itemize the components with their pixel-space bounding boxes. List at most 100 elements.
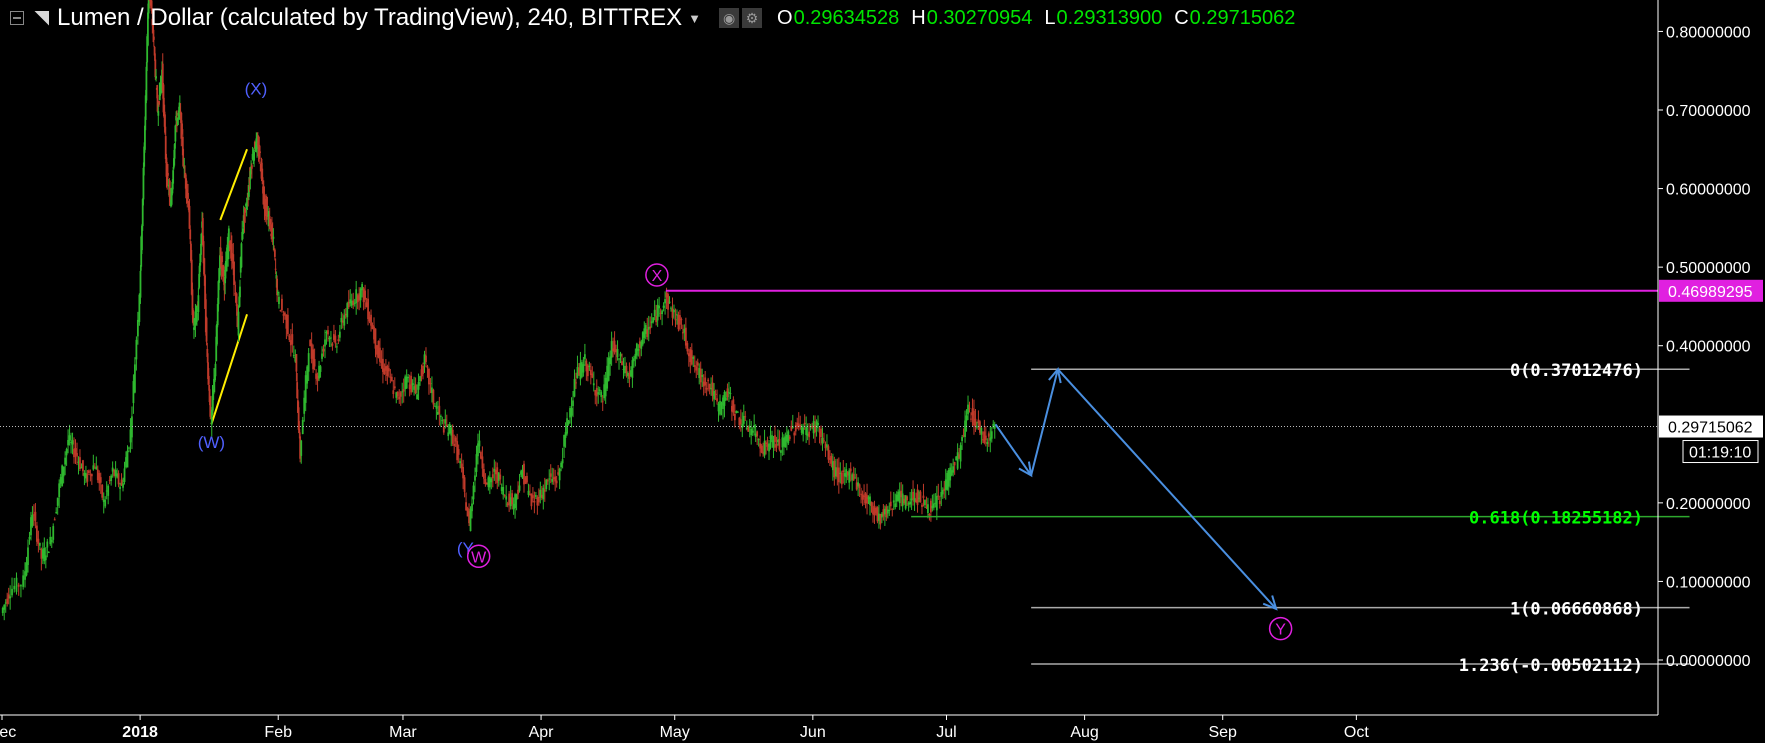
candle-body bbox=[549, 473, 552, 477]
candle-body bbox=[98, 473, 101, 484]
candle-body bbox=[604, 377, 607, 397]
candle-body bbox=[545, 479, 548, 490]
candle-body bbox=[961, 437, 963, 441]
candle-body bbox=[87, 470, 90, 473]
candle-body bbox=[915, 499, 917, 502]
candle-body bbox=[227, 228, 230, 249]
candle-body bbox=[690, 350, 693, 365]
candle-body bbox=[970, 418, 972, 420]
candle-body bbox=[199, 253, 202, 263]
time-axis[interactable]: Dec 2018 Feb Mar Apr May Jun Jul Aug Sep Oct bbox=[0, 714, 1658, 741]
candle-body bbox=[80, 467, 83, 469]
candle-body bbox=[754, 433, 757, 437]
candle-body bbox=[928, 514, 931, 516]
wave-label: (X) bbox=[245, 79, 268, 98]
candle-body bbox=[162, 84, 165, 113]
candle-body bbox=[147, 0, 150, 14]
candle-body bbox=[79, 457, 81, 470]
candle-body bbox=[595, 387, 598, 397]
eye-icon[interactable]: ◉ bbox=[719, 8, 740, 28]
candle-body bbox=[396, 391, 399, 397]
candle-body bbox=[714, 393, 717, 395]
settings-icon[interactable]: ⚙ bbox=[742, 8, 763, 28]
candle-body bbox=[450, 427, 453, 436]
candle-body bbox=[619, 353, 622, 357]
candle-body bbox=[139, 270, 142, 298]
candle-body bbox=[925, 506, 928, 508]
candle-body bbox=[756, 431, 759, 437]
candle-body bbox=[848, 470, 851, 483]
candle-body bbox=[122, 483, 124, 488]
dropdown-caret-icon[interactable]: ▼ bbox=[688, 10, 702, 26]
collapse-icon[interactable] bbox=[10, 11, 24, 25]
price-axis[interactable]: 0.80000000 0.70000000 0.60000000 0.50000000… bbox=[1657, 0, 1763, 715]
candle-body bbox=[747, 427, 750, 432]
candle-body bbox=[631, 360, 634, 378]
candle-body bbox=[601, 401, 604, 403]
candle-body bbox=[839, 472, 842, 474]
candle-body bbox=[395, 392, 398, 398]
symbol-title[interactable]: Lumen / Dollar (calculated by TradingVie… bbox=[57, 4, 683, 31]
candle-body bbox=[790, 425, 793, 431]
candle-body bbox=[569, 408, 571, 418]
candle-body bbox=[35, 525, 38, 542]
candle-body bbox=[244, 208, 247, 213]
candle-body bbox=[105, 490, 108, 492]
candle-body bbox=[306, 366, 309, 384]
candle-body bbox=[382, 358, 384, 372]
candle-body bbox=[542, 487, 545, 500]
candle-body bbox=[353, 302, 356, 304]
candle-body bbox=[236, 304, 238, 316]
candle-body bbox=[781, 437, 784, 448]
candle-body bbox=[782, 437, 785, 447]
candle-body bbox=[433, 405, 436, 407]
candle-body bbox=[477, 443, 479, 457]
candle-body bbox=[793, 432, 796, 436]
candle-body bbox=[858, 484, 861, 488]
candle-body bbox=[195, 307, 198, 316]
candle-body bbox=[117, 473, 120, 485]
candle-body bbox=[575, 382, 577, 384]
candle-body bbox=[276, 278, 279, 296]
candle-body bbox=[780, 450, 782, 453]
candle-body bbox=[471, 503, 473, 512]
candle-body bbox=[454, 437, 457, 442]
candle-body bbox=[384, 366, 387, 371]
candle-body bbox=[196, 312, 198, 322]
candle-body bbox=[533, 501, 536, 503]
candle-body bbox=[766, 444, 769, 447]
candle-body bbox=[102, 499, 105, 503]
candle-body bbox=[771, 435, 773, 443]
candle-body bbox=[203, 258, 206, 277]
candle-body bbox=[671, 308, 674, 318]
candle-body bbox=[368, 317, 371, 322]
candle-body bbox=[416, 394, 418, 400]
candle-body bbox=[411, 383, 414, 386]
candle-body bbox=[263, 195, 266, 210]
candle-body bbox=[986, 441, 989, 444]
candle-body bbox=[7, 594, 10, 599]
wave-label-circle bbox=[1268, 616, 1293, 641]
candle-body bbox=[878, 513, 880, 521]
candle-body bbox=[413, 386, 415, 390]
candle-body bbox=[680, 319, 683, 321]
candle-body bbox=[814, 425, 816, 433]
candle-body bbox=[796, 422, 799, 427]
candle-body bbox=[698, 368, 701, 379]
candle-body bbox=[344, 313, 347, 316]
candle-body bbox=[331, 343, 334, 346]
candle-body bbox=[984, 435, 987, 441]
candle-body bbox=[225, 259, 228, 272]
candle-body bbox=[163, 104, 166, 118]
candle-body bbox=[916, 489, 919, 506]
candle-body bbox=[380, 361, 383, 363]
candle-body bbox=[643, 328, 646, 338]
candle-body bbox=[824, 444, 827, 449]
candle-body bbox=[259, 151, 261, 153]
candle-body bbox=[282, 314, 285, 316]
candle-body bbox=[241, 231, 244, 240]
candle-body bbox=[687, 353, 690, 357]
candle-body bbox=[22, 575, 25, 587]
candle-body bbox=[86, 474, 89, 482]
